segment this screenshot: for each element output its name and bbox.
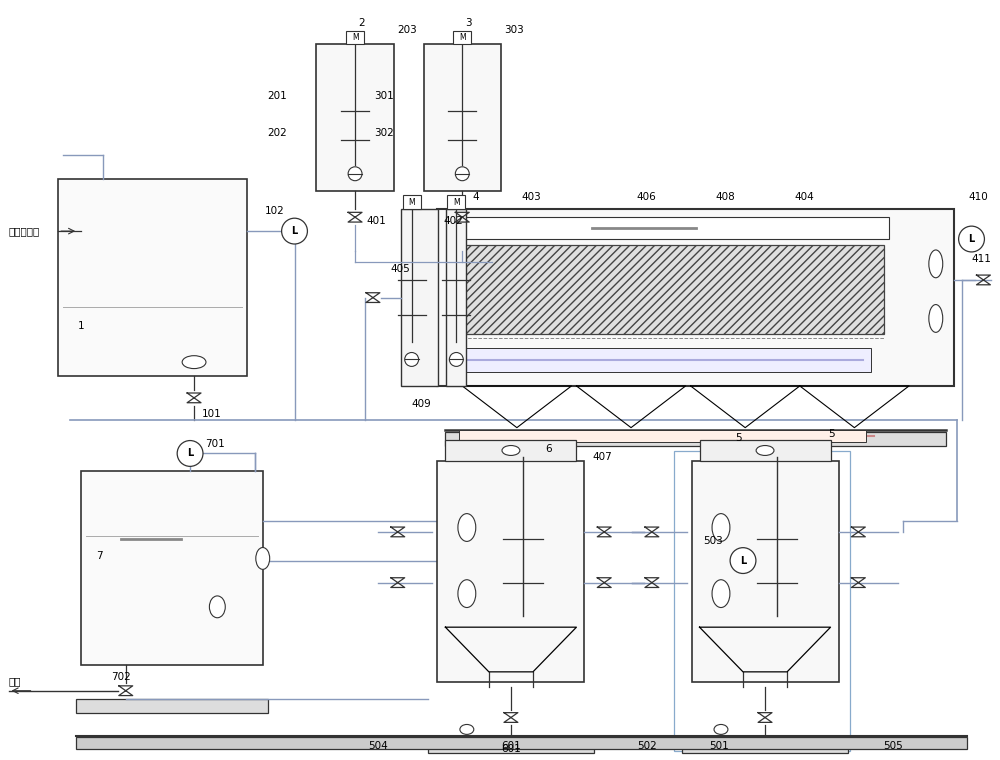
Bar (447, 245, 884, 334)
Circle shape (455, 166, 469, 181)
Ellipse shape (256, 547, 270, 569)
Ellipse shape (460, 724, 474, 734)
Bar (424, 45, 501, 192)
Text: 302: 302 (374, 128, 394, 138)
Text: 5: 5 (736, 432, 742, 442)
Bar (449, 348, 871, 372)
Circle shape (348, 166, 362, 181)
Bar (81, 471, 263, 665)
Bar (453, 30, 471, 45)
Bar (437, 209, 954, 386)
Text: 403: 403 (522, 192, 542, 202)
Bar (445, 439, 576, 461)
Ellipse shape (502, 445, 520, 455)
Bar (76, 698, 268, 713)
Bar (447, 195, 465, 209)
Text: 409: 409 (412, 399, 431, 409)
Bar (446, 209, 466, 386)
Bar (447, 217, 889, 239)
Ellipse shape (209, 596, 225, 618)
Text: 504: 504 (368, 741, 388, 752)
Text: 201: 201 (267, 91, 287, 101)
Text: 402: 402 (443, 216, 463, 226)
Bar (674, 451, 850, 752)
Text: 501: 501 (709, 741, 729, 752)
Bar (700, 439, 831, 461)
Text: 4: 4 (472, 192, 479, 202)
Ellipse shape (458, 580, 476, 607)
Text: 1: 1 (78, 321, 85, 331)
Bar (403, 195, 421, 209)
Bar (76, 737, 967, 749)
Text: 502: 502 (637, 741, 657, 752)
Text: 408: 408 (715, 192, 735, 202)
Bar (316, 45, 394, 192)
Ellipse shape (756, 445, 774, 455)
Bar (459, 429, 866, 442)
Text: 排放: 排放 (9, 676, 21, 686)
Ellipse shape (714, 724, 728, 734)
Text: 6: 6 (546, 445, 552, 454)
Text: 404: 404 (795, 192, 815, 202)
Text: 7: 7 (96, 551, 103, 561)
Bar (682, 739, 848, 753)
Ellipse shape (712, 514, 730, 541)
Text: M: M (459, 33, 466, 42)
Text: L: L (968, 234, 975, 244)
Bar (445, 432, 946, 445)
Circle shape (177, 441, 203, 467)
Ellipse shape (929, 305, 943, 332)
Text: 405: 405 (391, 264, 411, 274)
Text: 3: 3 (465, 17, 472, 27)
Text: 5: 5 (829, 429, 835, 439)
Text: 202: 202 (267, 128, 287, 138)
Ellipse shape (929, 250, 943, 277)
Text: 505: 505 (883, 741, 903, 752)
Text: L: L (740, 556, 746, 565)
Circle shape (449, 353, 463, 366)
Text: M: M (408, 198, 415, 207)
Text: 411: 411 (972, 254, 991, 264)
Bar (428, 739, 594, 753)
Circle shape (730, 548, 756, 574)
Ellipse shape (712, 580, 730, 607)
Bar (437, 461, 584, 682)
Text: 重金属废水: 重金属废水 (9, 226, 40, 236)
Circle shape (282, 218, 307, 244)
Text: 303: 303 (504, 24, 524, 35)
Text: 503: 503 (703, 536, 723, 546)
Ellipse shape (182, 356, 206, 369)
Text: 601: 601 (501, 744, 521, 754)
Circle shape (405, 353, 419, 366)
Bar (346, 30, 364, 45)
Text: 407: 407 (592, 452, 612, 462)
Text: 410: 410 (969, 192, 988, 202)
Text: L: L (187, 448, 193, 458)
Bar (692, 461, 839, 682)
Text: M: M (352, 33, 358, 42)
Circle shape (959, 226, 984, 252)
Text: 701: 701 (205, 439, 225, 448)
Text: 203: 203 (397, 24, 417, 35)
Text: 102: 102 (265, 206, 284, 217)
Bar (58, 179, 247, 376)
Bar (401, 209, 438, 386)
Text: 401: 401 (366, 216, 386, 226)
Text: M: M (453, 198, 460, 207)
Text: 702: 702 (111, 672, 131, 682)
Text: 301: 301 (374, 91, 394, 101)
Text: 601: 601 (501, 741, 521, 752)
Text: 406: 406 (636, 192, 656, 202)
Text: 101: 101 (202, 409, 222, 419)
Text: L: L (291, 226, 298, 236)
Text: 2: 2 (358, 17, 365, 27)
Ellipse shape (458, 514, 476, 541)
